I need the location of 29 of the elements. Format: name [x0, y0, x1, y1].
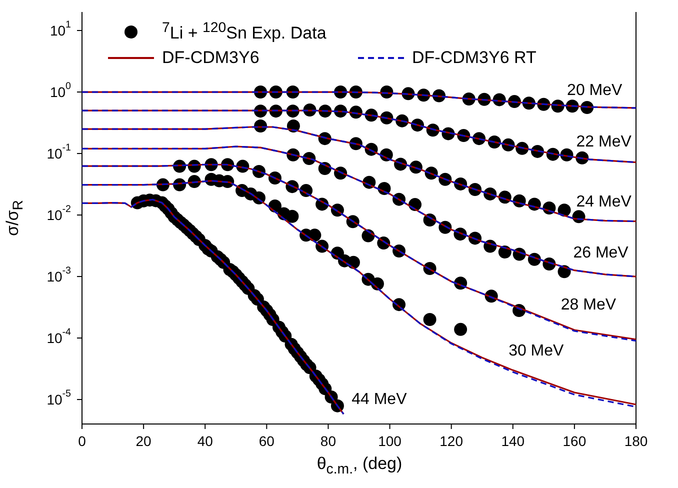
x-tick-label: 120: [440, 433, 464, 449]
y-tick-label: 10$^{0}$: [50, 81, 72, 100]
x-tick-label: 160: [562, 433, 586, 449]
annotation: 44 MeV: [352, 390, 408, 408]
annotation: 22 MeV: [576, 132, 632, 150]
legend-label: $^{7}$Li + $^{120}$Sn Exp. Data: [162, 20, 326, 44]
x-tick-label: 180: [624, 433, 648, 449]
annotation: 26 MeV: [573, 244, 629, 262]
y-tick-label: 10$^{1}$: [50, 20, 71, 39]
y-tick-label: 10$^{-5}$: [46, 388, 72, 408]
line-series: [82, 146, 636, 278]
y-tick-label: 10$^{-1}$: [46, 142, 71, 162]
x-tick-label: 20: [136, 433, 152, 449]
x-tick-label: 140: [501, 433, 525, 449]
annotation: 30 MeV: [508, 342, 564, 359]
x-axis-title: θ$_{c.m.}$, (deg): [316, 454, 404, 478]
x-tick-label: 40: [197, 433, 214, 449]
annotation: 28 MeV: [560, 296, 616, 314]
x-tick-label: 80: [320, 433, 336, 449]
annotation: 24 MeV: [576, 193, 632, 210]
legend-label: DF-CDM3Y6: [162, 48, 260, 68]
x-tick-label: 100: [378, 433, 402, 449]
annotation: 20 MeV: [567, 82, 623, 99]
legend-label: DF-CDM3Y6 RT: [412, 48, 536, 68]
x-tick-label: 60: [258, 433, 275, 449]
y-tick-label: 10$^{-4}$: [46, 327, 72, 346]
x-tick-label: 0: [78, 433, 86, 449]
y-tick-label: 10$^{-3}$: [46, 266, 72, 285]
y-tick-label: 10$^{-2}$: [46, 204, 71, 224]
